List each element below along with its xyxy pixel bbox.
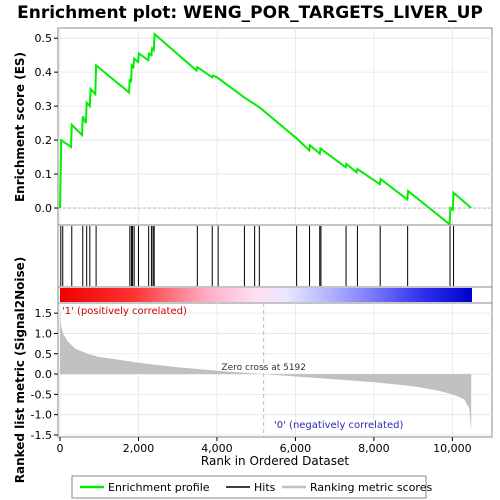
x-tick-label: 0 <box>57 442 64 455</box>
metric-y-axis-label: Ranked list metric (Signal2Noise) <box>13 257 27 484</box>
x-axis-ticks: 0 2,000 4,000 6,000 8,000 10,000 <box>57 437 472 455</box>
es-gridlines <box>58 28 492 225</box>
legend-ranking-metric: Ranking metric scores <box>310 481 432 494</box>
metric-tick-label: 1.5 <box>35 307 53 320</box>
es-y-axis-label: Enrichment score (ES) <box>13 52 27 202</box>
metric-y-ticks: -1.5 -1.0 -0.5 0.0 0.5 1.0 1.5 <box>31 307 58 442</box>
legend-enrichment-profile: Enrichment profile <box>108 481 210 494</box>
x-tick-label: 10,000 <box>433 442 472 455</box>
es-y-ticks: 0.0 0.1 0.2 0.3 0.4 0.5 <box>35 32 58 215</box>
enrichment-profile-line <box>59 31 472 227</box>
metric-tick-label: -1.5 <box>31 429 52 442</box>
es-tick-label: 0.5 <box>35 32 53 45</box>
ranking-metric-area <box>60 304 472 431</box>
metric-tick-label: -0.5 <box>31 388 52 401</box>
metric-tick-label: 0.0 <box>35 368 53 381</box>
hit-markers <box>60 226 455 286</box>
es-tick-label: 0.3 <box>35 100 53 113</box>
es-tick-label: 0.1 <box>35 168 53 181</box>
metric-tick-label: 1.0 <box>35 327 53 340</box>
x-tick-label: 8,000 <box>358 442 390 455</box>
es-tick-label: 0.4 <box>35 66 53 79</box>
metric-tick-label: 0.5 <box>35 348 53 361</box>
negative-correlation-label: '0' (negatively correlated) <box>274 420 403 431</box>
es-tick-label: 0.0 <box>35 202 53 215</box>
x-tick-label: 4,000 <box>201 442 233 455</box>
legend-hits: Hits <box>254 481 276 494</box>
metric-gridlines <box>58 303 492 437</box>
chart-title: Enrichment plot: WENG_POR_TARGETS_LIVER_… <box>17 3 483 23</box>
x-tick-label: 2,000 <box>123 442 155 455</box>
rank-color-gradient <box>60 288 472 302</box>
x-tick-label: 6,000 <box>280 442 312 455</box>
zero-cross-label: Zero cross at 5192 <box>221 363 306 373</box>
metric-tick-label: -1.0 <box>31 409 52 422</box>
x-axis-label: Rank in Ordered Dataset <box>201 454 349 468</box>
es-tick-label: 0.2 <box>35 134 53 147</box>
positive-correlation-label: '1' (positively correlated) <box>62 306 187 317</box>
hits-panel <box>57 224 493 288</box>
es-panel <box>57 27 493 226</box>
